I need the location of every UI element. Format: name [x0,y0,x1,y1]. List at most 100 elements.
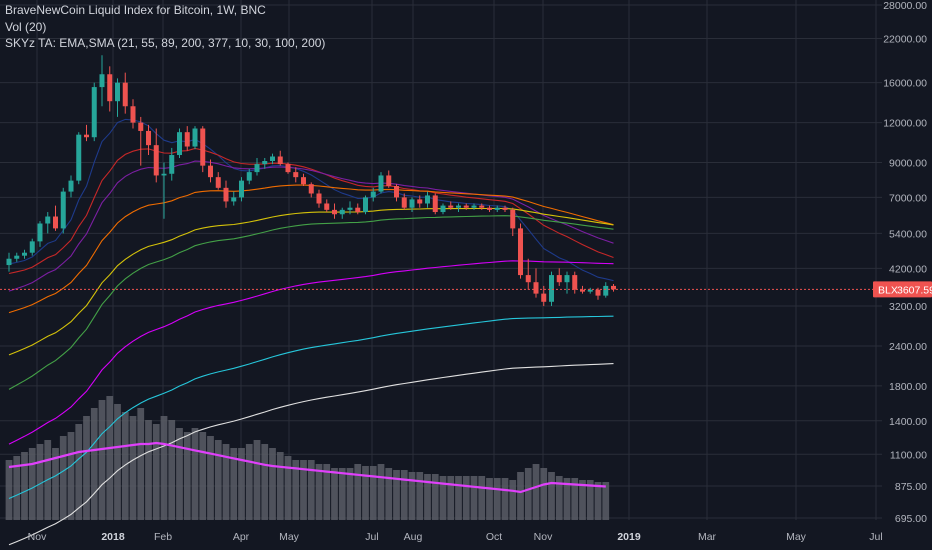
candle-body [456,205,461,208]
price-tag: BLX 3607.59 [873,281,932,298]
y-tick-label: 4200.00 [889,263,927,275]
volume-bar [455,476,462,520]
volume-bar [338,468,346,520]
candle-body [308,184,314,194]
candle-body [611,285,616,290]
price-tag-value: 3607.59 [897,284,932,296]
symbol-title[interactable]: BraveNewCoin Liquid Index for Bitcoin, 1… [5,3,266,17]
volume-bar [83,416,90,520]
candle-body [440,205,446,213]
candle-body [448,205,454,208]
candle-body [409,199,415,208]
chart-legend[interactable]: BraveNewCoin Liquid Index for Bitcoin, 1… [5,2,325,52]
candle-body [487,207,492,210]
volume-bar [346,468,354,520]
candle-body [91,87,97,138]
moving-average-line [8,147,614,275]
volume-bar [59,436,67,520]
price-tag-symbol: BLX [878,284,898,296]
candle-body [6,258,12,266]
volume-bar [230,448,238,520]
volume-bar [532,464,540,520]
moving-average-line [8,260,614,445]
volume-bar [191,428,199,520]
y-tick-label: 1400.00 [889,416,927,428]
x-tick-label: Jul [869,531,882,543]
candle-body [533,282,539,294]
candle-body [471,205,477,208]
candle-body [502,207,508,210]
volume-bar [462,476,470,520]
volume-bar [393,470,400,520]
volume-bar [385,468,393,520]
candle-body [564,275,570,283]
volume-bar [594,482,602,520]
y-tick-label: 7000.00 [889,192,927,204]
candle-body [417,199,423,204]
volume-bar [114,404,121,520]
candle-body [115,82,120,102]
candle-body [223,187,229,202]
candle-body [177,132,182,156]
candle-body [556,275,562,283]
candle-body [285,164,291,173]
price-axis[interactable]: 28000.00 22000.00 16000.00 12000.00 9000.00 7… [883,0,927,525]
volume-bar [145,420,152,520]
volume-bar [400,470,408,520]
candle-body [254,164,260,173]
moving-average-line [8,160,614,292]
volume-bar [183,432,191,520]
candle-body [45,216,51,224]
volume-bar [214,440,222,520]
volume-bar [276,452,284,520]
candle-body [107,74,113,102]
candle-body [161,173,167,176]
x-tick-label: Feb [154,531,172,543]
candle-body [324,203,330,210]
y-tick-label: 875.00 [895,481,927,493]
volume-bar [424,474,431,520]
volume-bar [331,468,338,520]
volume-bar [563,478,571,520]
y-tick-label: 16000.00 [883,78,927,90]
candle-body [332,209,337,215]
candles [6,55,616,307]
indicator-legend[interactable]: SKYz TA: EMA,SMA (21, 55, 89, 200, 377, … [5,36,326,50]
candle-body [432,195,438,213]
y-tick-label: 28000.00 [883,0,927,12]
candle-body [138,122,144,131]
candle-body [525,275,531,283]
candle-body [215,177,221,188]
volume-bar [501,478,509,520]
volume-bar [21,452,28,520]
volume-bar [238,448,245,520]
candle-body [572,275,578,290]
volume-bar [90,408,98,520]
x-tick-label: Jul [365,531,378,543]
volume-bar [284,456,292,520]
volume-bar [509,480,517,520]
candle-body [580,289,585,292]
volume-bar [36,444,44,520]
candle-body [401,197,407,208]
volume-legend[interactable]: Vol (20) [5,19,47,34]
volume-bar [106,396,114,520]
volume-bar [152,424,160,520]
volume-bar [176,428,183,520]
candle-body [29,241,35,253]
candle-body [239,180,244,198]
volume-bar [323,464,331,520]
time-axis[interactable]: Nov 2018 Feb Apr May Jul Aug Oct Nov 2019 Mar May Ju… [28,531,883,543]
volume-bar [486,478,493,520]
volume-bar [431,474,439,520]
candle-body [270,156,275,161]
candle-body [99,74,105,88]
volume-bar [377,464,385,520]
candle-body [518,228,523,276]
volume-bar [75,424,83,520]
candle-body [277,156,283,165]
candle-body [84,134,89,138]
candle-body [76,134,82,181]
y-tick-label: 9000.00 [889,158,927,170]
